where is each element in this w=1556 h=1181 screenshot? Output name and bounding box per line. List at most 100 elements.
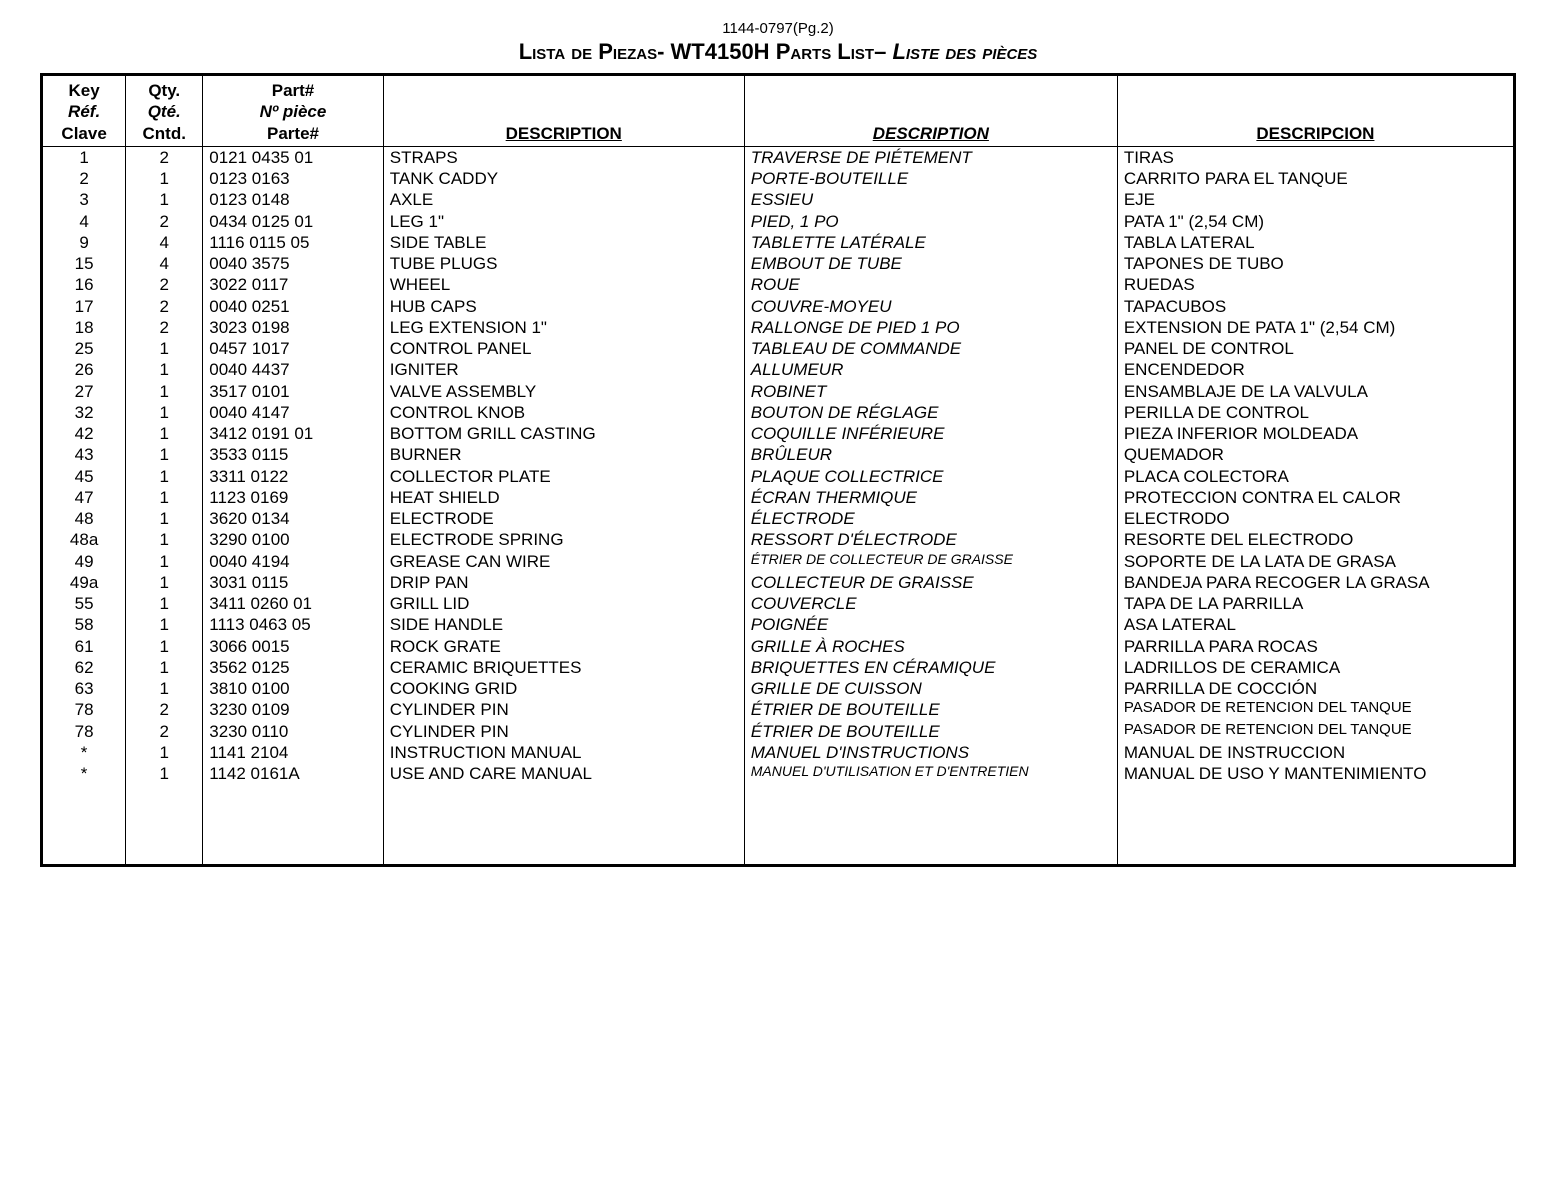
- table-row: 2510457 1017CONTROL PANELTABLEAU DE COMM…: [42, 338, 1515, 359]
- title-fr: Liste des pièces: [892, 39, 1037, 64]
- cell-key: 17: [42, 296, 126, 317]
- cell-desc-fr: ALLUMEUR: [744, 359, 1117, 380]
- table-row: 4711123 0169HEAT SHIELDÉCRAN THERMIQUEPR…: [42, 487, 1515, 508]
- cell-desc-es: ENSAMBLAJE DE LA VALVULA: [1117, 381, 1514, 402]
- cell-qty: 1: [126, 189, 203, 210]
- table-row: 4313533 0115BURNERBRÛLEURQUEMADOR: [42, 444, 1515, 465]
- cell-qty: 1: [126, 338, 203, 359]
- cell-desc-en: AXLE: [383, 189, 744, 210]
- cell-part: 3290 0100: [203, 529, 384, 550]
- cell-key: 26: [42, 359, 126, 380]
- cell-desc-es: QUEMADOR: [1117, 444, 1514, 465]
- table-row: 5811113 0463 05SIDE HANDLEPOIGNÉEASA LAT…: [42, 614, 1515, 635]
- hdr-qty-es: Cntd.: [130, 123, 198, 144]
- cell-desc-es: PERILLA DE CONTROL: [1117, 402, 1514, 423]
- cell-desc-es: BANDEJA PARA RECOGER LA GRASA: [1117, 572, 1514, 593]
- hdr-key-fr: Réf.: [47, 101, 121, 122]
- cell-key: 48a: [42, 529, 126, 550]
- hdr-desc-en: DESCRIPTION: [388, 123, 740, 144]
- cell-desc-fr: ÉTRIER DE BOUTEILLE: [744, 721, 1117, 742]
- hdr-key-en: Key: [47, 80, 121, 101]
- cell-desc-fr: RALLONGE DE PIED 1 PO: [744, 317, 1117, 338]
- cell-part: 3411 0260 01: [203, 593, 384, 614]
- cell-key: 27: [42, 381, 126, 402]
- col-part: Part# Nº pièce Parte#: [203, 75, 384, 147]
- cell-desc-fr: ÉTRIER DE BOUTEILLE: [744, 699, 1117, 720]
- cell-part: 3533 0115: [203, 444, 384, 465]
- cell-qty: 1: [126, 551, 203, 572]
- hdr-desc-es: DESCRIPCION: [1122, 123, 1509, 144]
- cell-desc-es: TAPA DE LA PARRILLA: [1117, 593, 1514, 614]
- hdr-qty-en: Qty.: [130, 80, 198, 101]
- col-desc-es: DESCRIPCION: [1117, 75, 1514, 147]
- cell-qty: 1: [126, 508, 203, 529]
- cell-desc-en: GRILL LID: [383, 593, 744, 614]
- cell-key: 62: [42, 657, 126, 678]
- cell-part: 3620 0134: [203, 508, 384, 529]
- hdr-part-es: Parte#: [207, 123, 379, 144]
- cell-part: 3311 0122: [203, 466, 384, 487]
- table-row: 3210040 4147CONTROL KNOBBOUTON DE RÉGLAG…: [42, 402, 1515, 423]
- table-row: 7823230 0109CYLINDER PINÉTRIER DE BOUTEI…: [42, 699, 1515, 720]
- cell-part: 3230 0110: [203, 721, 384, 742]
- hdr-part-en: Part#: [207, 80, 379, 101]
- cell-qty: 1: [126, 402, 203, 423]
- cell-desc-en: CYLINDER PIN: [383, 699, 744, 720]
- cell-desc-fr: MANUEL D'INSTRUCTIONS: [744, 742, 1117, 763]
- cell-part: 0123 0163: [203, 168, 384, 189]
- cell-key: 49a: [42, 572, 126, 593]
- cell-qty: 1: [126, 636, 203, 657]
- cell-key: 47: [42, 487, 126, 508]
- cell-key: 18: [42, 317, 126, 338]
- cell-desc-fr: BRÛLEUR: [744, 444, 1117, 465]
- cell-part: 3023 0198: [203, 317, 384, 338]
- cell-qty: 1: [126, 444, 203, 465]
- hdr-qty-fr: Qté.: [130, 101, 198, 122]
- cell-part: 3022 0117: [203, 274, 384, 295]
- table-row: 941116 0115 05SIDE TABLETABLETTE LATÉRAL…: [42, 232, 1515, 253]
- cell-desc-fr: TABLETTE LATÉRALE: [744, 232, 1117, 253]
- table-row: 1720040 0251HUB CAPSCOUVRE-MOYEUTAPACUBO…: [42, 296, 1515, 317]
- table-row: *11141 2104INSTRUCTION MANUALMANUEL D'IN…: [42, 742, 1515, 763]
- hdr-key-es: Clave: [47, 123, 121, 144]
- table-header-row: Key Réf. Clave Qty. Qté. Cntd. Part# Nº …: [42, 75, 1515, 147]
- table-row: 6113066 0015ROCK GRATEGRILLE À ROCHESPAR…: [42, 636, 1515, 657]
- cell-key: 63: [42, 678, 126, 699]
- cell-desc-es: CARRITO PARA EL TANQUE: [1117, 168, 1514, 189]
- cell-desc-es: MANUAL DE USO Y MANTENIMIENTO: [1117, 763, 1514, 784]
- cell-qty: 1: [126, 763, 203, 784]
- cell-desc-en: IGNITER: [383, 359, 744, 380]
- cell-desc-es: TABLA LATERAL: [1117, 232, 1514, 253]
- cell-key: 3: [42, 189, 126, 210]
- table-row: 2713517 0101VALVE ASSEMBLYROBINETENSAMBL…: [42, 381, 1515, 402]
- cell-desc-en: STRAPS: [383, 146, 744, 168]
- cell-desc-en: BURNER: [383, 444, 744, 465]
- cell-desc-en: SIDE HANDLE: [383, 614, 744, 635]
- cell-part: 3810 0100: [203, 678, 384, 699]
- table-row: *11142 0161AUSE AND CARE MANUALMANUEL D'…: [42, 763, 1515, 784]
- cell-desc-en: COOKING GRID: [383, 678, 744, 699]
- cell-desc-en: GREASE CAN WIRE: [383, 551, 744, 572]
- title-model: - WT4150H: [657, 39, 776, 64]
- cell-part: 3412 0191 01: [203, 423, 384, 444]
- cell-key: 48: [42, 508, 126, 529]
- cell-key: 2: [42, 168, 126, 189]
- cell-part: 0434 0125 01: [203, 211, 384, 232]
- cell-key: 49: [42, 551, 126, 572]
- cell-part: 3031 0115: [203, 572, 384, 593]
- cell-qty: 1: [126, 359, 203, 380]
- cell-qty: 1: [126, 614, 203, 635]
- cell-qty: 1: [126, 487, 203, 508]
- cell-key: 55: [42, 593, 126, 614]
- table-row: 6213562 0125CERAMIC BRIQUETTESBRIQUETTES…: [42, 657, 1515, 678]
- cell-desc-en: SIDE TABLE: [383, 232, 744, 253]
- cell-qty: 1: [126, 742, 203, 763]
- page-title: Lista de Piezas- WT4150H Parts List– Lis…: [40, 39, 1516, 65]
- cell-key: 1: [42, 146, 126, 168]
- cell-qty: 4: [126, 253, 203, 274]
- cell-qty: 2: [126, 296, 203, 317]
- cell-desc-es: PIEZA INFERIOR MOLDEADA: [1117, 423, 1514, 444]
- cell-part: 1113 0463 05: [203, 614, 384, 635]
- cell-desc-en: TUBE PLUGS: [383, 253, 744, 274]
- parts-table: Key Réf. Clave Qty. Qté. Cntd. Part# Nº …: [40, 73, 1516, 867]
